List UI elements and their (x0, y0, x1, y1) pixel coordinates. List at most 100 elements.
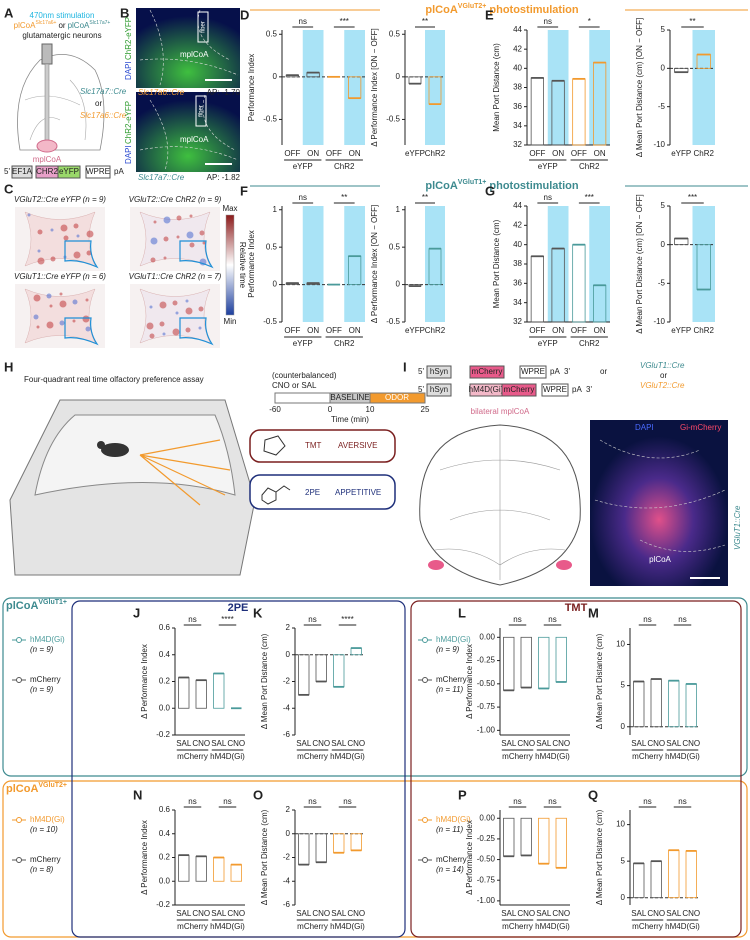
construct: 5' hSyn mCherry WPRE pA 3' 5' hSyn hM4D(… (418, 365, 592, 397)
brain-outline (17, 54, 105, 151)
cre-label: VGluT2::Cre (640, 381, 685, 390)
legend-label: mCherry (436, 855, 467, 864)
heat-spot (27, 213, 31, 217)
molecule (261, 485, 291, 505)
map-title: VGluT1::Cre ChR2 (n = 7) (129, 272, 222, 281)
label: WPRE (543, 385, 567, 394)
box (501, 383, 537, 397)
y-tick-label: -5 (658, 102, 666, 111)
y-tick-label: -4 (283, 703, 291, 712)
y-tick-label: 0 (273, 280, 278, 289)
y-tick-label: 44 (513, 201, 522, 210)
y-tick-label: 2 (286, 623, 291, 632)
bar (650, 678, 662, 728)
heat-spot (59, 320, 65, 326)
group-label: ChR2 (579, 339, 600, 348)
bar (668, 680, 680, 728)
y-axis-label: Δ Performance Index [ON − OFF] (370, 28, 379, 147)
heat-spot (189, 242, 195, 248)
group-label: hM4D(Gi) (330, 922, 365, 931)
sig-label: ns (548, 797, 556, 806)
panel-letter: E (485, 7, 494, 22)
heat-spot (86, 230, 94, 238)
header-rest: photostimulation (489, 180, 578, 192)
label: 3' (564, 367, 570, 376)
group-label: hM4D(Gi) (535, 752, 570, 761)
heat-spot (149, 333, 155, 339)
timeline-note: CNO or SAL (272, 381, 317, 390)
x-tick-label: OFF (571, 326, 587, 335)
panel-letter: N (133, 787, 142, 802)
group-label: eYFP (293, 162, 313, 171)
y-tick-label: -5 (658, 278, 666, 287)
heat-spot (86, 250, 92, 256)
bar (530, 77, 545, 146)
legend-label: hM4D(Gi) (436, 815, 471, 824)
region-label: plCoA (649, 555, 671, 564)
y-tick-label: 36 (513, 278, 522, 287)
region-label: mplCoA (180, 50, 209, 59)
heat-spot (198, 306, 204, 312)
sig-label: ** (422, 193, 428, 202)
highlight (692, 206, 715, 322)
legend-label: (n = 11) (436, 685, 464, 694)
heat-spot (46, 293, 52, 299)
bar (520, 636, 532, 688)
color-bar-label: Relative time (238, 242, 247, 289)
x-tick-label: CNO (647, 909, 665, 918)
x-tick-label: eYFP (671, 326, 691, 335)
box (57, 165, 81, 179)
bar (230, 864, 242, 882)
x-tick-label: CNO (192, 739, 210, 748)
odor-quadrant (64, 317, 99, 346)
panel-letter: C (4, 181, 14, 196)
x-tick-label: SAL (211, 909, 227, 918)
sig-label: ns (678, 615, 686, 624)
label: plCoA (68, 21, 90, 30)
group-name: plCoA (6, 600, 38, 612)
panel-letter: K (253, 605, 263, 620)
x-tick-label: SAL (296, 909, 312, 918)
brain-section (419, 424, 581, 586)
group-label: mCherry (297, 752, 328, 761)
label: 5' (418, 367, 424, 376)
label: or (58, 21, 65, 30)
time-tick: 25 (421, 405, 430, 414)
micrograph (136, 92, 240, 172)
fiber-connector (41, 43, 53, 65)
x-tick-label: SAL (211, 739, 227, 748)
y-axis-label: Δ Mean Port Distance (cm) (595, 633, 604, 729)
header-rest: photostimulation (489, 4, 578, 16)
map-title: VGluT2::Cre eYFP (n = 9) (14, 195, 106, 204)
heat-spot (175, 311, 179, 315)
timeline-segment (369, 392, 426, 404)
legend-label: mCherry (436, 675, 467, 684)
box (11, 165, 33, 179)
heat-spot (150, 257, 156, 263)
x-tick-label: SAL (631, 739, 647, 748)
sig-label: ns (299, 193, 307, 202)
time-tick: -60 (269, 405, 281, 414)
y-axis-label: Δ Performance Index (140, 820, 149, 895)
label: hSyn (430, 367, 448, 376)
cre-label: VGluT1::Cre (640, 361, 685, 370)
x-tick-label: ON (349, 326, 361, 335)
fiber-track (197, 11, 209, 43)
x-tick-label: OFF (529, 326, 545, 335)
x-tick-label: ON (307, 326, 319, 335)
color-bar-min: Min (224, 317, 237, 326)
heat-spot (72, 319, 76, 323)
panel-letter: P (458, 787, 467, 802)
label: WPRE (86, 167, 110, 176)
y-tick-label: -0.5 (263, 317, 277, 326)
atlas-overlay (594, 439, 726, 552)
x-tick-label: CNO (517, 739, 535, 748)
y-tick-label: -10 (653, 140, 665, 149)
heat-spot (37, 249, 41, 253)
heat-spot (33, 314, 39, 320)
stim-label: 470nm stimulation (30, 11, 95, 20)
y-tick-label: -1.00 (477, 896, 496, 905)
molecule (263, 435, 286, 456)
box (85, 165, 111, 179)
